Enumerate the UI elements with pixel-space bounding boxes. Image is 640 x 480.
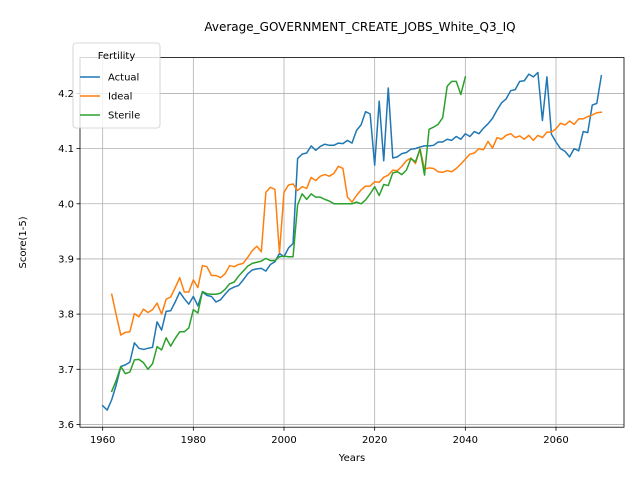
legend-title: Fertility — [98, 51, 136, 62]
y-tick-label: 4.0 — [58, 199, 74, 210]
x-tick-label: 1980 — [181, 435, 206, 446]
x-tick-label: 2040 — [453, 435, 478, 446]
chart-title: Average_GOVERNMENT_CREATE_JOBS_White_Q3_… — [204, 20, 515, 34]
legend-label-sterile: Sterile — [108, 111, 140, 122]
y-tick-label: 4.2 — [58, 89, 74, 100]
legend: Fertility Actual Ideal Sterile — [73, 43, 160, 128]
legend-label-ideal: Ideal — [108, 92, 132, 103]
y-tick-label: 3.8 — [58, 310, 74, 321]
x-tick-label: 1960 — [90, 435, 115, 446]
y-tick-label: 4.1 — [58, 144, 74, 155]
x-axis-title: Years — [338, 453, 365, 464]
x-tick-label: 2060 — [543, 435, 568, 446]
x-tick-label: 2000 — [271, 435, 296, 446]
legend-label-actual: Actual — [108, 73, 139, 84]
y-axis-title: Score(1-5) — [18, 216, 29, 268]
y-tick-label: 3.9 — [58, 254, 74, 265]
x-tick-label: 2020 — [362, 435, 387, 446]
y-tick-label: 3.7 — [58, 365, 74, 376]
y-tick-label: 3.6 — [58, 420, 74, 431]
